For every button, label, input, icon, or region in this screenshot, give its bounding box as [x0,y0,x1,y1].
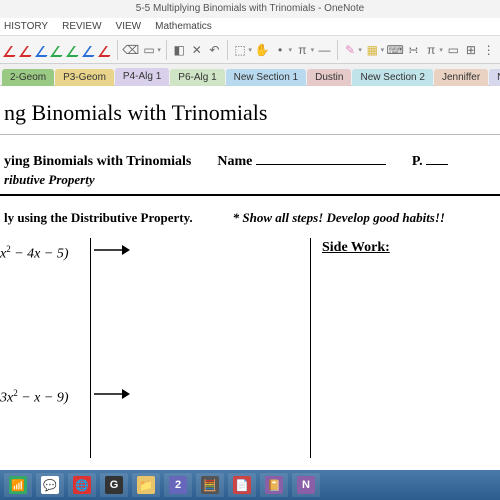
keyboard-icon[interactable]: ⌨ [387,42,403,58]
taskbar-app[interactable]: 📶 [4,473,32,497]
window-title: 5-5 Multiplying Binomials with Trinomial… [136,3,364,14]
pi-icon[interactable]: π [424,42,439,58]
bullet-icon[interactable]: • [273,42,288,58]
arrow-icon [92,242,132,258]
arrow-icon [92,386,132,402]
chevron-down-icon[interactable]: ▾ [248,46,252,54]
math-pi-icon[interactable]: π [295,42,310,58]
instructions: ly using the Distributive Property. * Sh… [0,210,500,226]
select-icon[interactable]: ▭ [142,42,157,58]
pen-color-button[interactable] [20,43,33,57]
highlighter-icon[interactable]: ▦ [365,42,380,58]
taskbar-app[interactable]: 📄 [228,473,256,497]
chevron-down-icon[interactable]: ▾ [311,46,315,54]
name-label: Name [217,154,252,169]
taskbar-app[interactable]: 📁 [132,473,160,497]
delete-icon[interactable]: ✕ [189,42,204,58]
divider [117,40,118,60]
taskbar: 📶💬🌐G📁2🧮📄📔N [0,470,500,500]
chevron-down-icon[interactable]: ▾ [381,46,385,54]
section-tab[interactable]: Jenniffer [434,69,488,86]
name-blank [256,153,386,165]
section-tab[interactable]: New Section 1 [226,69,306,86]
chevron-down-icon[interactable]: ▾ [157,46,161,54]
section-tab[interactable]: P6-Alg 1 [170,69,224,86]
work-area: x2 − 4x − 5) 3x2 − x − 9) Side Work: [0,238,500,458]
section-tab[interactable]: New Section 3 [489,69,500,86]
link-icon[interactable]: — [317,42,332,58]
taskbar-app[interactable]: G [100,473,128,497]
section-tab[interactable]: P3-Geom [55,69,114,86]
instruction-left: ly using the Distributive Property. [4,210,193,226]
ribbon-tabs: HISTORY REVIEW VIEW Mathematics [0,18,500,36]
section-tabstrip: 2-GeomP3-GeomP4-Alg 1P6-Alg 1New Section… [0,64,500,86]
ribbon-tab[interactable]: REVIEW [62,21,101,32]
section-tab[interactable]: P4-Alg 1 [115,68,169,86]
taskbar-app[interactable]: 🌐 [68,473,96,497]
divider [337,40,338,60]
vertical-rule-1 [90,238,91,458]
eraser-icon[interactable]: ⌫ [123,42,139,58]
graph-icon[interactable]: ∺ [406,42,421,58]
name-field: Name [217,153,386,170]
pen-color-button[interactable] [51,43,64,57]
lasso-icon[interactable]: ↶ [207,42,222,58]
period-field: P. [412,153,448,170]
taskbar-app[interactable]: N [292,473,320,497]
pen-pink-icon[interactable]: ✎ [343,42,358,58]
pan-icon[interactable]: ✋ [255,42,270,58]
add-icon[interactable]: ⊞ [464,42,479,58]
worksheet-title: ying Binomials with Trinomials [4,154,191,170]
chevron-down-icon[interactable]: ▾ [358,46,362,54]
divider [166,40,167,60]
section-tab[interactable]: New Section 2 [352,69,432,86]
ribbon-tab[interactable]: Mathematics [155,21,212,32]
instruction-right: * Show all steps! Develop good habits!! [233,210,445,226]
taskbar-app[interactable]: 🧮 [196,473,224,497]
page-title[interactable]: ng Binomials with Trinomials [0,86,500,132]
worksheet-header: ying Binomials with Trinomials Name P. [0,153,500,170]
draw-toolbar: ⌫ ▭ ▾ ◧ ✕ ↶ ⬚ ▾ ✋ • ▾ π ▾ — ✎ ▾ ▦ ▾ ⌨ ∺ … [0,36,500,64]
taskbar-app[interactable]: 2 [164,473,192,497]
divider [227,40,228,60]
pen-color-button[interactable] [36,43,49,57]
period-label: P. [412,154,423,169]
pen-color-button[interactable] [4,43,17,57]
pen-color-button[interactable] [83,43,96,57]
period-blank [426,153,448,165]
expression-1: x2 − 4x − 5) [0,244,69,263]
chevron-down-icon[interactable]: ▾ [288,46,292,54]
worksheet-subtitle: ributive Property [0,172,500,188]
taskbar-app[interactable]: 💬 [36,473,64,497]
ribbon-tab[interactable]: VIEW [116,21,142,32]
window-titlebar: 5-5 Multiplying Binomials with Trinomial… [0,0,500,18]
more-icon[interactable]: ⋮ [481,42,496,58]
remove-icon[interactable]: ▭ [446,42,461,58]
section-tab[interactable]: Dustin [307,69,351,86]
heavy-divider [0,194,500,196]
pen-color-button[interactable] [99,43,112,57]
section-tab[interactable]: 2-Geom [2,69,54,86]
insert-space-icon[interactable]: ◧ [172,42,187,58]
expression-2: 3x2 − x − 9) [0,388,69,407]
shape-icon[interactable]: ⬚ [233,42,248,58]
taskbar-app[interactable]: 📔 [260,473,288,497]
pen-color-button[interactable] [67,43,80,57]
ribbon-tab[interactable]: HISTORY [4,21,48,32]
vertical-rule-2 [310,238,311,458]
chevron-down-icon[interactable]: ▾ [439,46,443,54]
title-divider [0,134,500,135]
side-work-label: Side Work: [322,240,390,256]
page-canvas[interactable]: ng Binomials with Trinomials ying Binomi… [0,86,500,470]
